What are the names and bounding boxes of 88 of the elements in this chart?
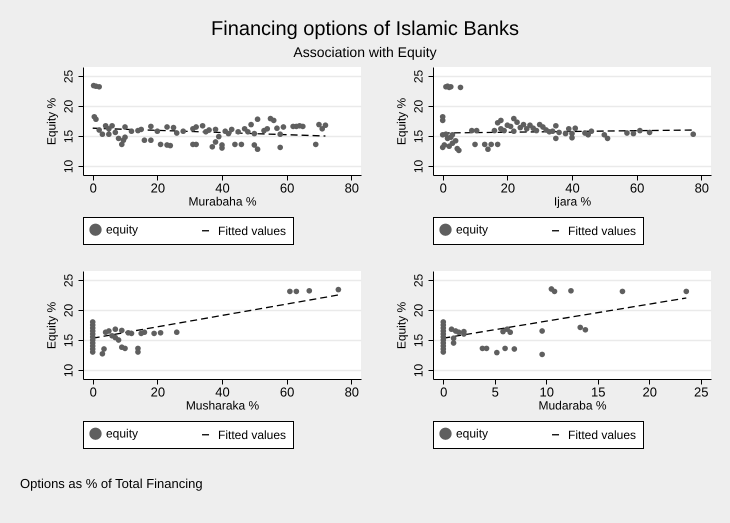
point: [512, 346, 518, 352]
x-tick-label: 40: [565, 180, 580, 196]
point: [287, 288, 293, 294]
x-tick-label: 80: [694, 180, 710, 196]
x-tick-label: 60: [280, 384, 294, 400]
point: [539, 328, 545, 334]
point: [568, 288, 574, 294]
x-axis-title: Mudaraba %: [538, 398, 607, 412]
x-tick-label: 60: [280, 180, 294, 196]
y-tick-label: 20: [412, 100, 426, 114]
point: [116, 337, 122, 343]
x-tick-label: 20: [500, 180, 516, 196]
point: [174, 329, 180, 336]
legend-label: Fitted values: [568, 224, 636, 238]
y-tick-label: 15: [62, 334, 76, 348]
point: [118, 328, 125, 334]
point: [106, 328, 112, 334]
point: [456, 329, 462, 336]
point: [450, 335, 456, 342]
point: [142, 329, 148, 336]
point: [112, 326, 118, 332]
point: [158, 330, 164, 336]
legend-label: equity: [456, 222, 488, 237]
x-tick-label: 0: [90, 180, 97, 196]
x-axis-title: Musharaka %: [186, 398, 260, 412]
y-tick-label: 15: [412, 130, 426, 144]
x-tick-label: 20: [150, 180, 166, 196]
point: [294, 288, 300, 294]
x-tick-label: 5: [492, 384, 499, 400]
point: [306, 288, 312, 294]
y-tick-label: 10: [62, 364, 76, 378]
y-tick-label: 20: [62, 304, 76, 318]
legend-label: Fitted values: [568, 428, 636, 442]
point: [122, 346, 128, 352]
point: [500, 328, 506, 334]
y-tick-label: 10: [412, 160, 426, 174]
legend-label: Fitted values: [218, 224, 286, 238]
x-tick-label: 15: [591, 384, 606, 400]
x-tick-label: 10: [540, 384, 554, 400]
point: [502, 346, 508, 352]
point: [494, 350, 500, 356]
x-tick-label: 80: [344, 384, 360, 400]
point: [100, 350, 106, 357]
y-tick-label: 20: [62, 100, 76, 114]
x-tick-label: 40: [215, 384, 230, 400]
point: [582, 326, 588, 333]
point: [151, 330, 157, 336]
y-axis-title: Equity %: [44, 97, 58, 146]
text: Options as % of Total Financing: [20, 476, 204, 491]
y-tick-label: 10: [62, 160, 76, 174]
legend-label: equity: [106, 222, 138, 237]
x-tick-label: 0: [440, 180, 447, 196]
y-tick-label: 25: [412, 70, 426, 84]
x-tick-label: 0: [440, 384, 448, 400]
x-axis-title: Ijara %: [554, 194, 592, 208]
y-tick-label: 25: [62, 274, 76, 288]
chart-subtitle: Association with Equity: [292, 44, 438, 60]
x-tick-label: 0: [90, 384, 97, 400]
point: [128, 330, 134, 336]
x-tick-label: 20: [642, 384, 657, 400]
y-axis-title: Equity %: [394, 301, 408, 350]
point: [336, 286, 342, 292]
y-tick-label: 25: [62, 70, 76, 84]
x-tick-label: 25: [694, 384, 708, 400]
y-tick-label: 25: [412, 274, 426, 288]
legend-label: Fitted values: [218, 428, 286, 442]
y-tick-label: 15: [412, 334, 426, 348]
x-axis-title: Murabaha %: [188, 194, 257, 208]
x-tick-label: 20: [150, 384, 166, 400]
y-axis-title: Equity %: [44, 301, 58, 350]
y-tick-label: 15: [62, 130, 76, 144]
x-tick-label: 60: [630, 180, 644, 196]
y-axis-title: Equity %: [394, 97, 408, 146]
x-tick-label: 40: [215, 180, 230, 196]
point: [620, 288, 626, 294]
point: [539, 352, 545, 358]
x-tick-label: 80: [344, 180, 360, 196]
y-tick-label: 20: [412, 304, 426, 318]
point: [450, 340, 456, 346]
legend-label: equity: [106, 426, 138, 441]
legend-label: equity: [456, 426, 488, 441]
point: [552, 288, 558, 294]
y-tick-label: 10: [412, 364, 426, 378]
point: [577, 324, 584, 330]
point: [101, 346, 107, 352]
point: [683, 288, 690, 294]
chart-title: Financing options of Islamic Banks: [210, 18, 520, 41]
point: [507, 329, 514, 336]
